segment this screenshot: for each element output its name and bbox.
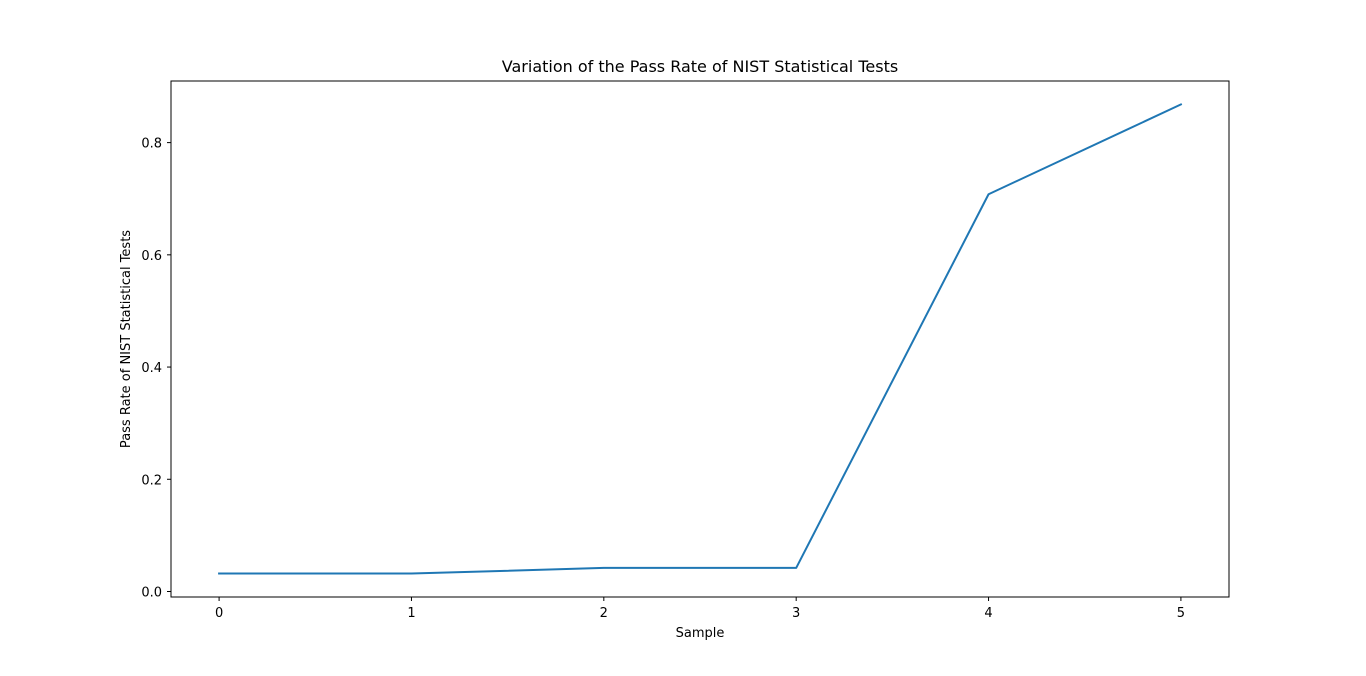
x-tick-label: 4 (984, 606, 992, 621)
plot-area: 0 1 2 3 4 5 0.0 0.2 0.4 0.6 0.8 (141, 80, 1230, 621)
axes-frame (170, 80, 1230, 598)
y-tick-label: 0.2 (141, 473, 162, 488)
x-tick-label: 3 (792, 606, 800, 621)
series-line (218, 103, 1183, 575)
y-axis-title: Pass Rate of NIST Statistical Tests (119, 230, 134, 448)
y-tick-label: 0.4 (141, 361, 162, 376)
x-tick-label: 0 (215, 606, 223, 621)
y-tick-label: 0.8 (141, 137, 162, 152)
y-tick-label: 0.0 (141, 586, 162, 601)
x-axis-title: Sample (676, 626, 725, 641)
chart-title: Variation of the Pass Rate of NIST Stati… (502, 57, 898, 76)
y-tick-label: 0.6 (141, 249, 162, 264)
x-tick-label: 5 (1177, 606, 1185, 621)
x-tick-label: 2 (600, 606, 608, 621)
x-tick-label: 1 (407, 606, 415, 621)
